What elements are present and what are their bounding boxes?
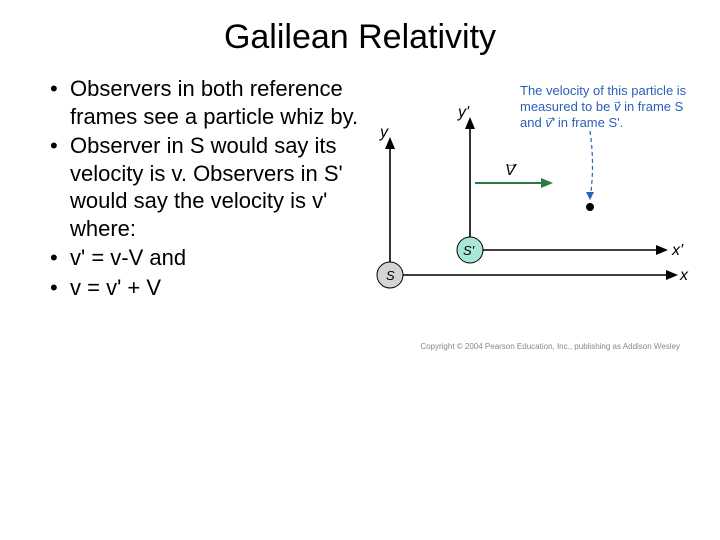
annotation-line3: and v'⃗ in frame S'. (520, 115, 623, 130)
xprime-label: x' (671, 242, 684, 259)
bullet-text: Observers in both reference frames see a… (70, 76, 358, 129)
bullet-item: Observer in S would say its velocity is … (50, 132, 360, 242)
page-title: Galilean Relativity (0, 0, 720, 75)
annotation-line2: measured to be v⃗ in frame S (520, 99, 684, 114)
copyright-text: Copyright © 2004 Pearson Education, Inc.… (420, 342, 680, 351)
pointer-arrowhead-icon (586, 192, 594, 200)
annotation-line1: The velocity of this particle is (520, 83, 687, 98)
arrowhead-icon (656, 245, 668, 255)
particle-dot-icon (586, 203, 594, 211)
x-label: x (679, 267, 689, 284)
bullet-list: Observers in both reference frames see a… (50, 75, 360, 355)
bullet-text: v' = v-V and (70, 245, 186, 270)
y-label: y (379, 124, 389, 141)
content-area: Observers in both reference frames see a… (0, 75, 720, 355)
reference-frames-diagram: The velocity of this particle is measure… (360, 75, 700, 355)
bullet-text: v = v' + V (70, 275, 161, 300)
annotation-pointer (590, 131, 593, 200)
v-cap-label: V→ (505, 156, 518, 179)
bullet-text: Observer in S would say its velocity is … (70, 133, 343, 241)
arrowhead-icon (666, 270, 678, 280)
sprime-label: S' (463, 243, 475, 258)
bullet-item: Observers in both reference frames see a… (50, 75, 360, 130)
bullet-item: v = v' + V (50, 274, 360, 302)
yprime-label: y' (457, 104, 470, 121)
arrowhead-icon (541, 178, 553, 188)
bullet-item: v' = v-V and (50, 244, 360, 272)
s-label: S (386, 268, 395, 283)
